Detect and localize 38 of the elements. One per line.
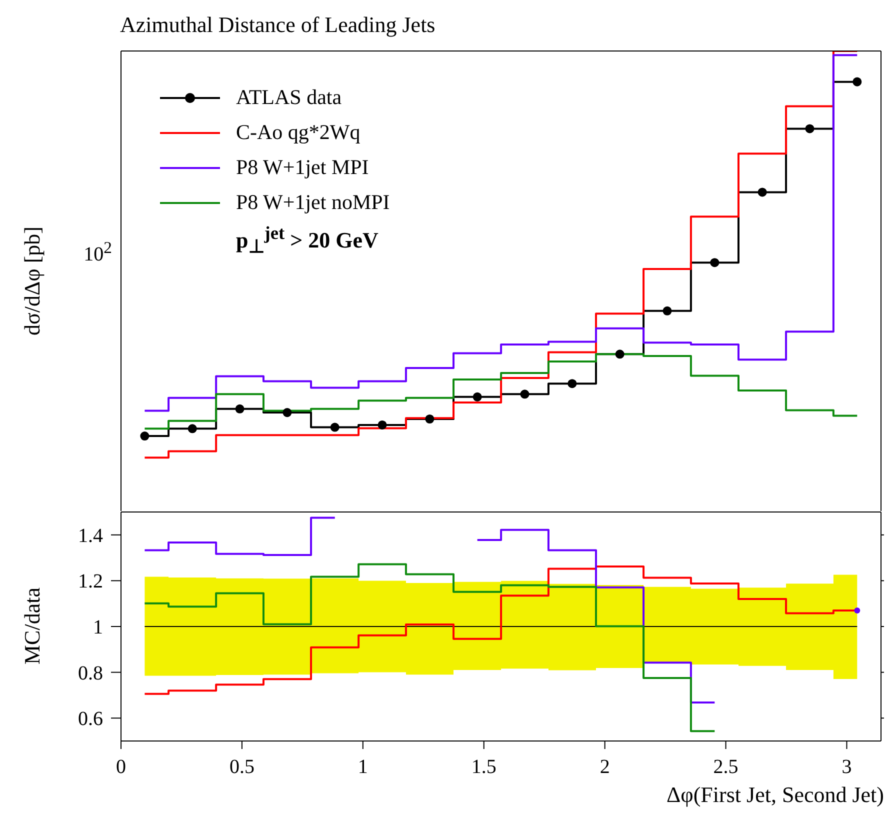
point xyxy=(710,258,720,268)
point xyxy=(662,306,672,316)
point xyxy=(425,414,434,424)
point xyxy=(140,432,150,441)
y-axis-title: MC/data xyxy=(19,588,45,664)
y-tick-label: 1.2 xyxy=(78,570,103,593)
legend-label: ATLAS data xyxy=(236,85,342,110)
y-tick-label: 0.6 xyxy=(78,708,103,730)
point xyxy=(188,424,197,434)
legend-label: P8 W+1jet MPI xyxy=(236,155,369,180)
point xyxy=(758,188,767,197)
point xyxy=(568,379,577,388)
y-axis-title: dσ/dΔφ [pb] xyxy=(19,226,45,335)
y-tick-label: 0.8 xyxy=(78,662,103,684)
legend-label: C-Ao qg*2Wq xyxy=(236,120,360,145)
point xyxy=(805,124,814,134)
point xyxy=(330,422,340,432)
point xyxy=(852,77,862,86)
annotation: p$_{⊥}$$^{jet}$ > 20 GeV xyxy=(236,223,378,258)
legend-label: P8 W+1jet noMPI xyxy=(236,190,390,215)
x-tick-label: 0 xyxy=(116,756,126,778)
text: 10$^{2}$ xyxy=(84,238,112,267)
x-axis-title: Δφ(First Jet, Second Jet) xyxy=(666,782,884,808)
chart-title: Azimuthal Distance of Leading Jets xyxy=(120,12,436,38)
x-tick-label: 3 xyxy=(842,756,852,778)
point xyxy=(520,390,530,399)
x-tick-label: 2.5 xyxy=(713,756,738,778)
point xyxy=(235,404,244,414)
y-tick-label: 1 xyxy=(93,616,103,638)
point xyxy=(615,350,624,359)
point xyxy=(282,408,292,418)
x-tick-label: 1.5 xyxy=(471,756,496,778)
x-tick-label: 0.5 xyxy=(229,756,254,778)
point xyxy=(472,392,482,402)
x-tick-label: 2 xyxy=(600,756,610,778)
y-tick-label: 1.4 xyxy=(78,524,103,547)
x-tick-label: 1 xyxy=(358,756,368,778)
point xyxy=(378,420,387,430)
